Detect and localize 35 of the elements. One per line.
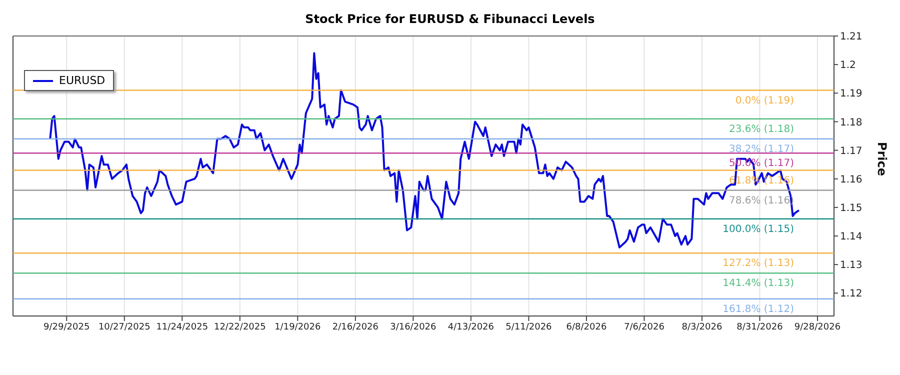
legend-label: EURUSD <box>59 74 106 87</box>
x-tick-label: 7/6/2026 <box>624 322 665 332</box>
y-tick-label: 1.12 <box>840 288 862 300</box>
y-tick-label: 1.13 <box>840 260 862 272</box>
y-tick-label: 1.16 <box>840 174 862 186</box>
y-tick-label: 1.19 <box>840 88 862 100</box>
x-tick-label: 9/28/2026 <box>794 322 841 332</box>
ref-line-label: 141.4% (1.13) <box>722 278 794 290</box>
y-tick-label: 1.17 <box>840 146 862 157</box>
y-tick-label: 1.14 <box>840 232 862 243</box>
ref-line-label: 100.0% (1.15) <box>722 224 794 235</box>
x-tick-label: 10/27/2025 <box>98 322 150 332</box>
ref-line-label: 23.6% (1.18) <box>728 124 794 135</box>
x-tick-label: 8/31/2026 <box>736 322 784 332</box>
y-tick-label: 1.21 <box>840 32 862 43</box>
y-tick-label: 1.2 <box>840 60 856 72</box>
x-tick-label: 4/13/2026 <box>448 322 494 332</box>
ref-line-label: 38.2% (1.17) <box>728 144 794 155</box>
x-tick-label: 3/16/2026 <box>390 322 437 332</box>
y-tick-label: 1.15 <box>840 202 862 214</box>
chart-title: Stock Price for EURUSD & Fibunacci Levels <box>304 11 596 28</box>
x-tick-label: 12/22/2025 <box>214 322 266 332</box>
ref-line-label: 161.8% (1.12) <box>722 304 794 315</box>
x-tick-label: 2/16/2026 <box>332 322 379 332</box>
y-tick-label: 1.18 <box>840 117 862 128</box>
x-tick-label: 8/3/2026 <box>682 322 722 332</box>
x-tick-label: 5/11/2026 <box>506 322 552 332</box>
x-tick-label: 1/19/2026 <box>274 322 322 332</box>
y-axis-title: Price <box>874 142 889 176</box>
x-tick-label: 11/24/2025 <box>156 322 208 332</box>
line-series <box>49 52 800 248</box>
ref-line-label: 0.0% (1.19) <box>735 95 794 106</box>
ref-line-label: 127.2% (1.13) <box>722 258 794 270</box>
x-tick-label: 6/8/2026 <box>566 322 607 332</box>
x-tick-label: 9/29/2025 <box>44 322 90 332</box>
